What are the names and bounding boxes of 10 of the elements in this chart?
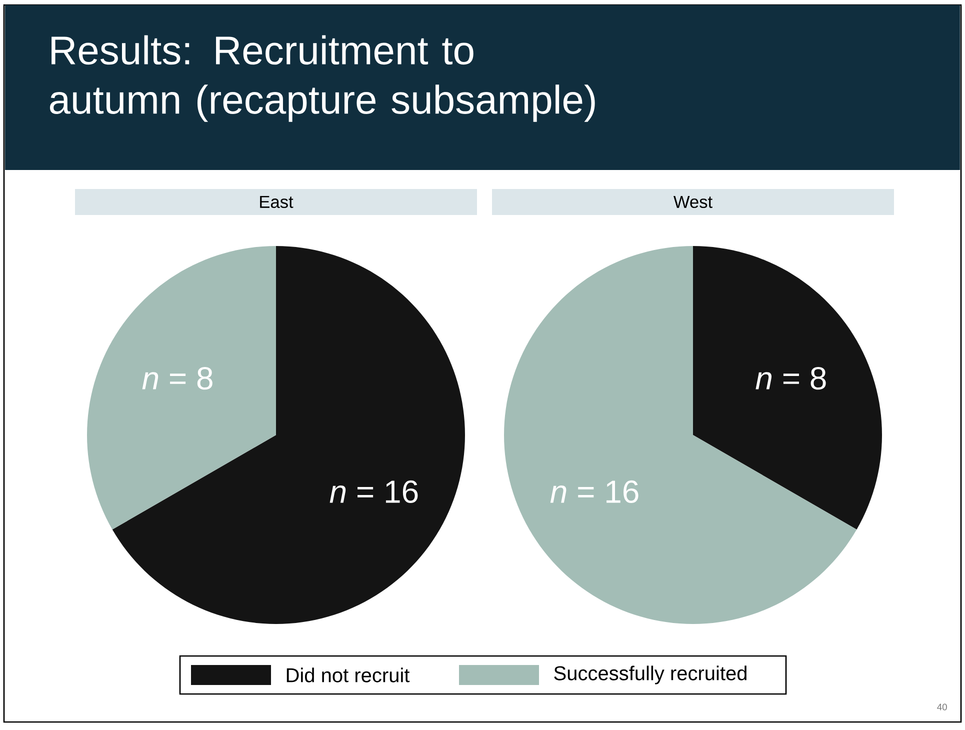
legend-label: Successfully recruited bbox=[554, 666, 746, 684]
data-label: n = 8 bbox=[756, 366, 826, 390]
data-label: n = 16 bbox=[330, 480, 418, 504]
data-label: n = 16 bbox=[550, 480, 638, 504]
data-label: n = 8 bbox=[142, 366, 212, 390]
text: Results: Recruitment to autumn (recapture subsample) bbox=[50, 35, 595, 122]
chart-title: East bbox=[260, 196, 294, 208]
chart-title: West bbox=[674, 196, 712, 208]
legend-label: Did not recruit bbox=[286, 668, 410, 682]
text: 40 bbox=[937, 704, 947, 710]
